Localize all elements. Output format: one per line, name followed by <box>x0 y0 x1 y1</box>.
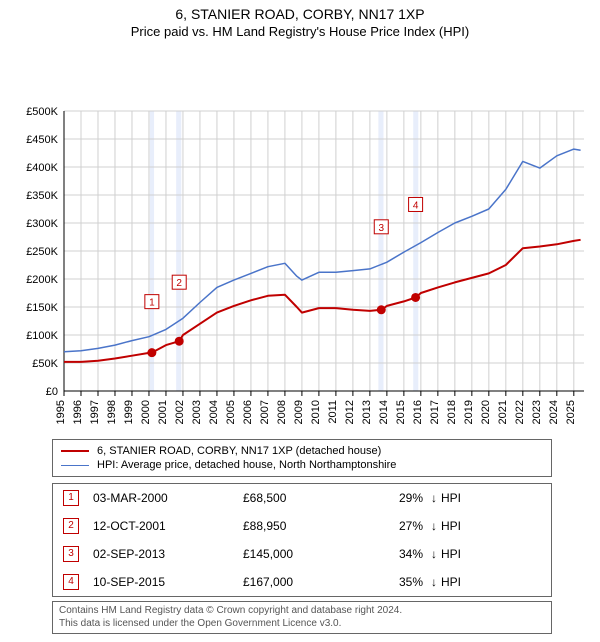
marker-dot-4 <box>411 293 420 302</box>
tx-hpi-label: HPI <box>441 491 481 505</box>
tx-diff: 27% <box>353 519 427 533</box>
y-tick-label: £150K <box>26 302 58 314</box>
y-tick-label: £0 <box>46 386 58 398</box>
x-tick-label: 2025 <box>565 400 577 424</box>
y-tick-label: £500K <box>26 106 58 118</box>
x-tick-label: 1999 <box>123 400 135 424</box>
x-tick-label: 1998 <box>106 400 118 424</box>
table-row: 2 12-OCT-2001£88,95027%↓HPI <box>53 512 551 540</box>
y-tick-label: £200K <box>26 274 58 286</box>
table-row: 3 02-SEP-2013£145,00034%↓HPI <box>53 540 551 568</box>
tx-price: £88,950 <box>243 519 353 533</box>
down-arrow-icon: ↓ <box>427 547 441 561</box>
title-line2: Price paid vs. HM Land Registry's House … <box>8 24 592 39</box>
x-tick-label: 2019 <box>463 400 475 424</box>
x-tick-label: 2009 <box>293 400 305 424</box>
marker-dot-1 <box>147 348 156 357</box>
x-tick-label: 2003 <box>191 400 203 424</box>
footnote-box: Contains HM Land Registry data © Crown c… <box>52 601 552 634</box>
x-tick-label: 2023 <box>531 400 543 424</box>
tx-price: £167,000 <box>243 575 353 589</box>
x-tick-label: 2016 <box>412 400 424 424</box>
x-tick-label: 2021 <box>497 400 509 424</box>
y-tick-label: £300K <box>26 218 58 230</box>
tx-price: £145,000 <box>243 547 353 561</box>
y-tick-label: £50K <box>32 358 58 370</box>
x-tick-label: 2012 <box>344 400 356 424</box>
marker-label-4: 4 <box>413 200 419 211</box>
down-arrow-icon: ↓ <box>427 575 441 589</box>
x-tick-label: 1995 <box>55 400 67 424</box>
x-tick-label: 2013 <box>361 400 373 424</box>
footnote-line1: Contains HM Land Registry data © Crown c… <box>59 605 545 618</box>
tx-date: 03-MAR-2000 <box>93 491 243 505</box>
x-tick-label: 2007 <box>259 400 271 424</box>
series-hpi <box>64 149 581 352</box>
plot-area: £0 £50K £100K £150K £200K £250K £300K £350K £400… <box>8 45 592 435</box>
x-tick-label: 2014 <box>378 400 390 424</box>
y-tick-label: £350K <box>26 190 58 202</box>
x-tick-label: 1997 <box>89 400 101 424</box>
transactions-table: 103-MAR-2000£68,50029%↓HPI212-OCT-2001£8… <box>52 483 552 597</box>
marker-label-3: 3 <box>378 223 384 234</box>
y-tick-label: £100K <box>26 330 58 342</box>
x-tick-label: 2010 <box>310 400 322 424</box>
chart-container: 6, STANIER ROAD, CORBY, NN17 1XP Price p… <box>0 0 600 642</box>
tx-hpi-label: HPI <box>441 547 481 561</box>
legend-row: 6, STANIER ROAD, CORBY, NN17 1XP (detach… <box>61 444 543 458</box>
x-tick-label: 2020 <box>480 400 492 424</box>
down-arrow-icon: ↓ <box>427 491 441 505</box>
x-tick-label: 2011 <box>327 400 339 424</box>
marker-label-1: 1 <box>149 298 155 309</box>
tx-marker: 2 <box>63 518 79 534</box>
legend-row: HPI: Average price, detached house, Nort… <box>61 458 543 472</box>
y-tick-label: £250K <box>26 246 58 258</box>
title-block: 6, STANIER ROAD, CORBY, NN17 1XP Price p… <box>8 6 592 39</box>
tx-diff: 34% <box>353 547 427 561</box>
tx-hpi-label: HPI <box>441 575 481 589</box>
tx-diff: 29% <box>353 491 427 505</box>
legend-box: 6, STANIER ROAD, CORBY, NN17 1XP (detach… <box>52 439 552 477</box>
table-row: 1 03-MAR-2000£68,50029%↓HPI <box>53 484 551 512</box>
x-tick-label: 1996 <box>72 400 84 424</box>
tx-marker: 1 <box>63 490 79 506</box>
tx-date: 12-OCT-2001 <box>93 519 243 533</box>
series-price_paid <box>64 240 581 362</box>
footnote-line2: This data is licensed under the Open Gov… <box>59 618 545 631</box>
x-tick-label: 2022 <box>514 400 526 424</box>
x-tick-label: 2004 <box>208 400 220 424</box>
x-tick-label: 2024 <box>548 400 560 424</box>
tx-diff: 35% <box>353 575 427 589</box>
tx-price: £68,500 <box>243 491 353 505</box>
legend-label: 6, STANIER ROAD, CORBY, NN17 1XP (detach… <box>97 445 381 457</box>
marker-dot-2 <box>175 337 184 346</box>
x-tick-label: 2000 <box>140 400 152 424</box>
title-line1: 6, STANIER ROAD, CORBY, NN17 1XP <box>8 6 592 22</box>
legend-label: HPI: Average price, detached house, Nort… <box>97 459 396 471</box>
legend-swatch <box>61 465 89 466</box>
plot-svg: £0 £50K £100K £150K £200K £250K £300K £350K £400… <box>8 45 592 435</box>
tx-marker: 4 <box>63 574 79 590</box>
tx-date: 10-SEP-2015 <box>93 575 243 589</box>
x-tick-label: 2005 <box>225 400 237 424</box>
x-tick-label: 2006 <box>242 400 254 424</box>
tx-hpi-label: HPI <box>441 519 481 533</box>
x-tick-label: 2017 <box>429 400 441 424</box>
x-tick-label: 2008 <box>276 400 288 424</box>
x-tick-label: 2001 <box>157 400 169 424</box>
x-tick-label: 2018 <box>446 400 458 424</box>
x-tick-label: 2015 <box>395 400 407 424</box>
marker-dot-3 <box>377 305 386 314</box>
tx-marker: 3 <box>63 546 79 562</box>
down-arrow-icon: ↓ <box>427 519 441 533</box>
y-tick-label: £450K <box>26 134 58 146</box>
tx-date: 02-SEP-2013 <box>93 547 243 561</box>
marker-label-2: 2 <box>176 278 182 289</box>
legend-swatch <box>61 450 89 452</box>
y-tick-label: £400K <box>26 162 58 174</box>
table-row: 4 10-SEP-2015£167,00035%↓HPI <box>53 568 551 596</box>
x-tick-label: 2002 <box>174 400 186 424</box>
